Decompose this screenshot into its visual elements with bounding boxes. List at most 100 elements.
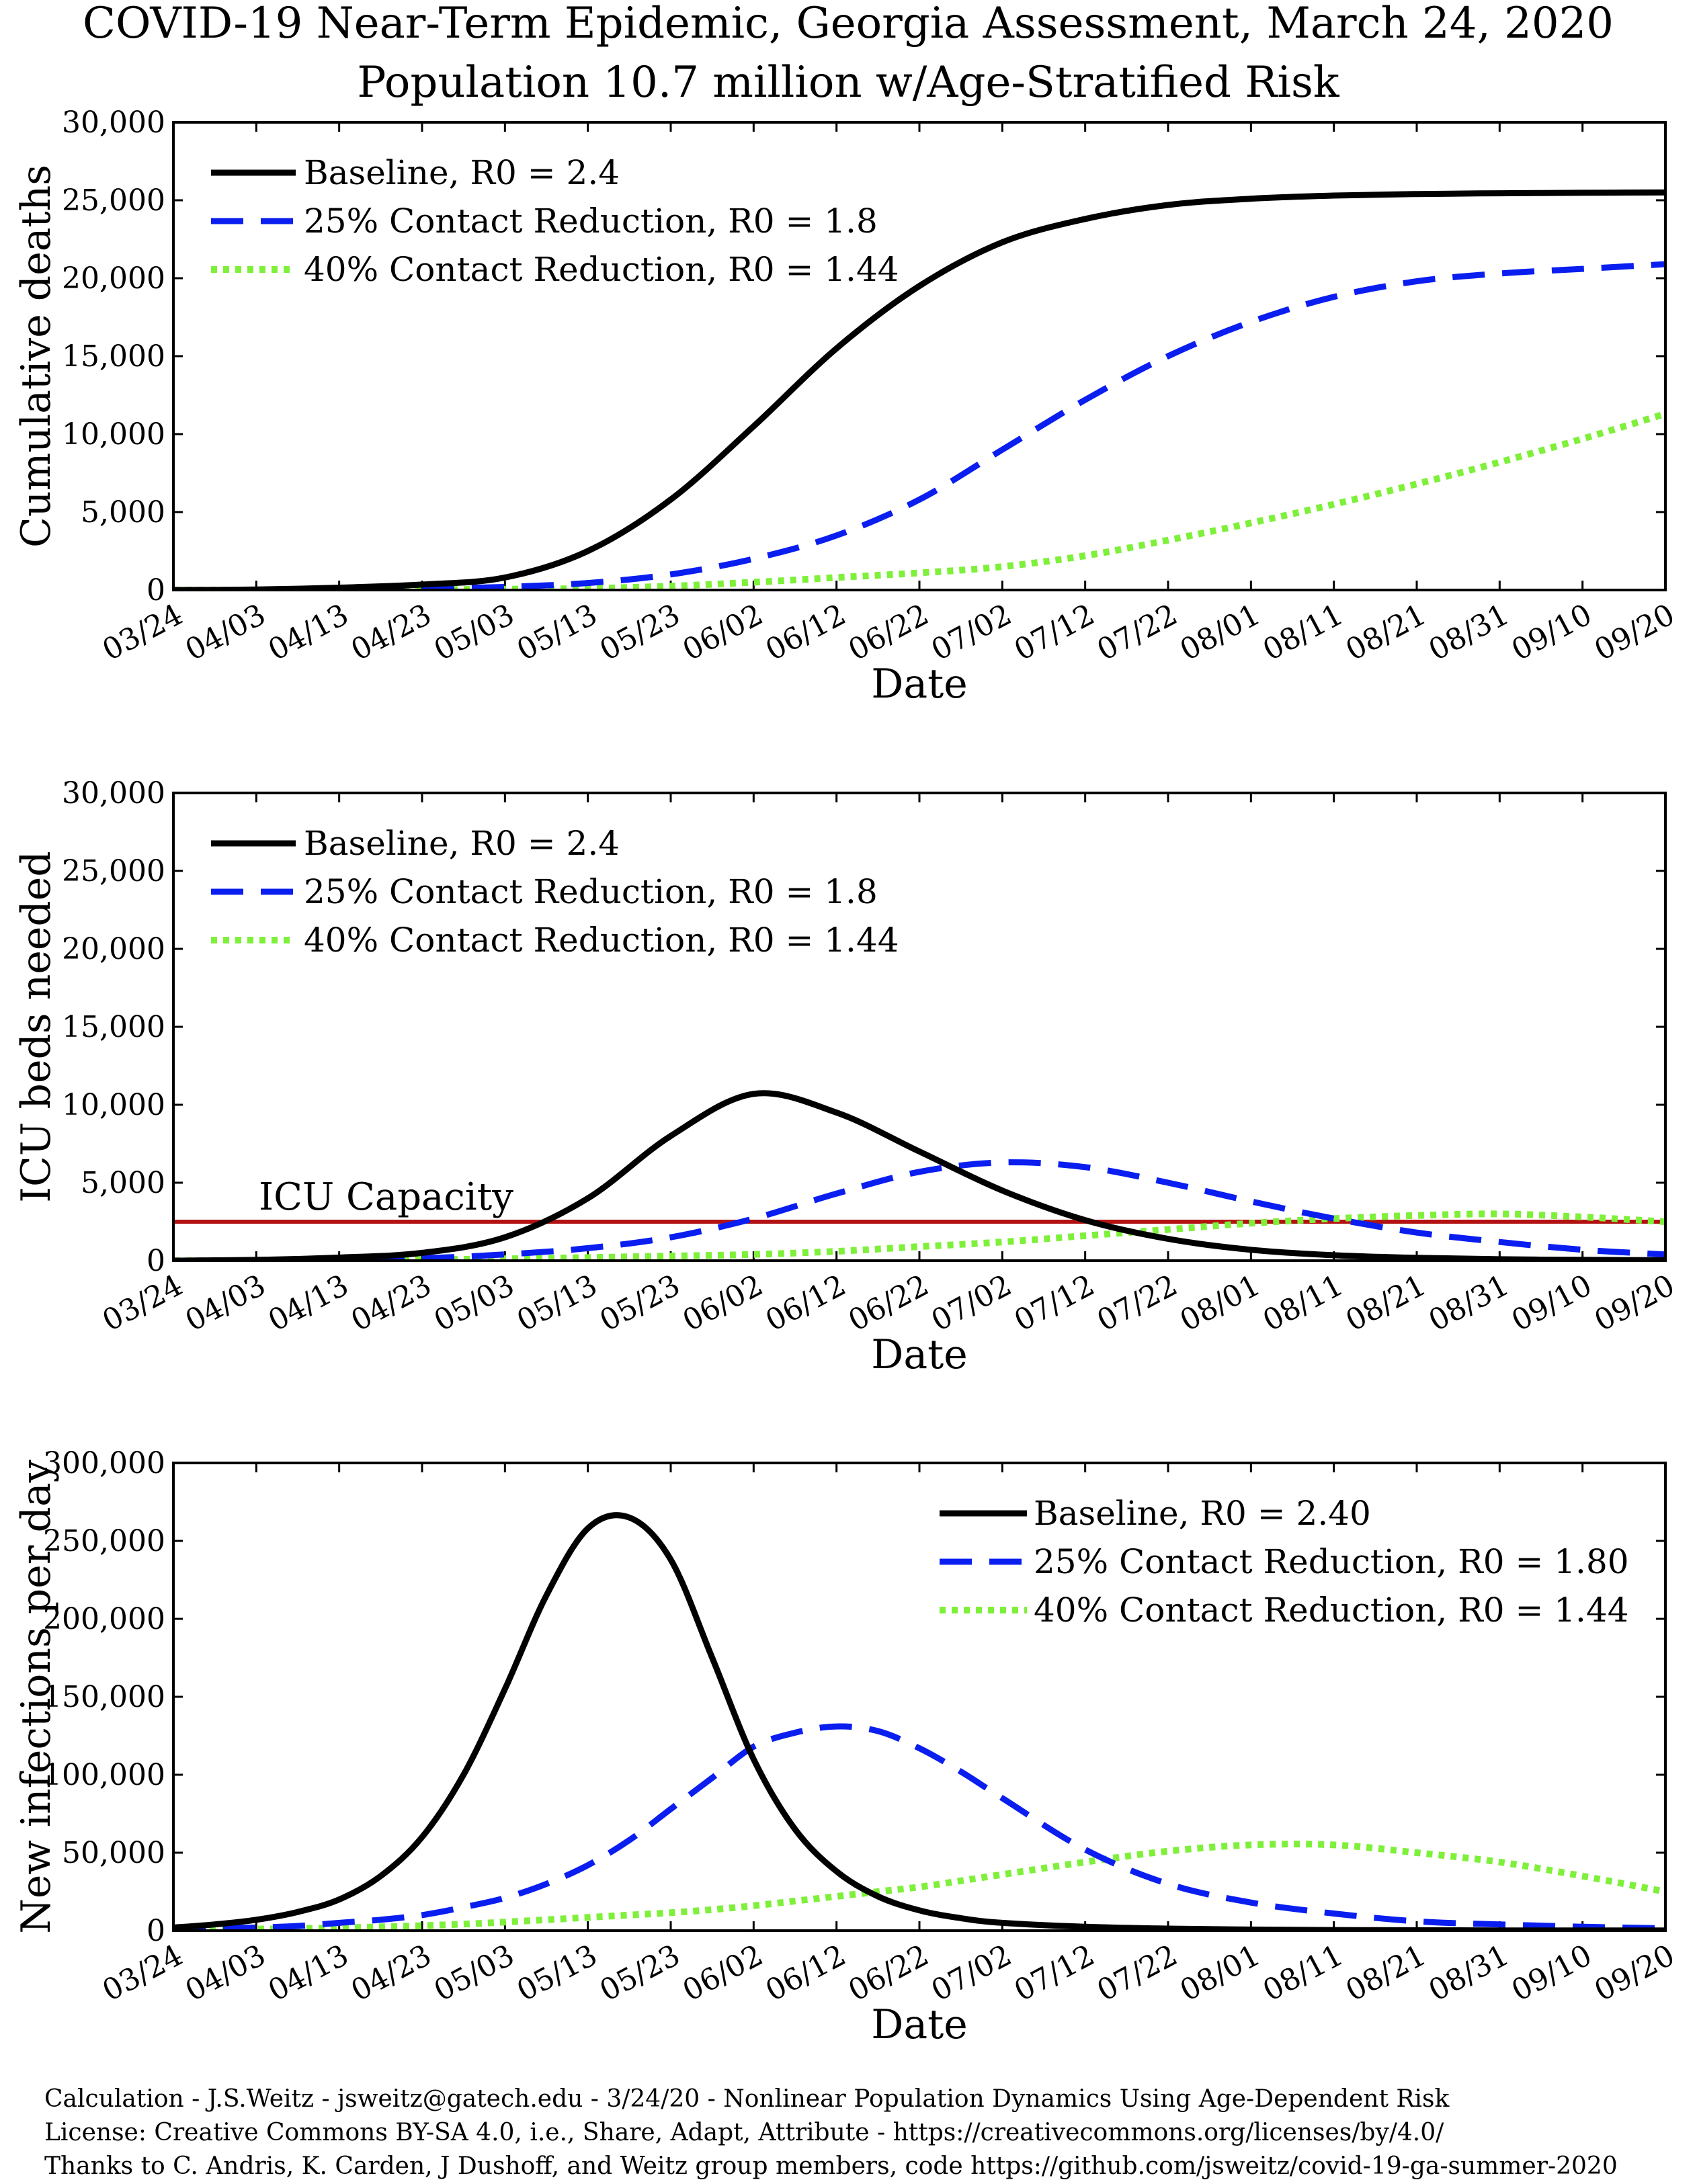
x-tick-label: 03/24 bbox=[97, 1268, 188, 1339]
x-tick-label: 06/02 bbox=[677, 597, 769, 668]
y-axis-label: ICU beds needed bbox=[13, 851, 60, 1202]
footer-thanks-line: Thanks to C. Andris, K. Carden, J Dushof… bbox=[44, 2152, 1618, 2180]
x-tick-label: 04/03 bbox=[180, 1268, 272, 1339]
x-tick-label: 09/20 bbox=[1589, 1268, 1680, 1339]
x-tick-label: 08/31 bbox=[1423, 1268, 1515, 1339]
y-tick-label: 30,000 bbox=[62, 106, 165, 140]
axes-frame bbox=[172, 792, 1667, 1262]
legend-label-reduction25: 25% Contact Reduction, R0 = 1.80 bbox=[1034, 1542, 1629, 1581]
x-tick-label: 07/02 bbox=[926, 1268, 1018, 1339]
x-tick-label: 09/10 bbox=[1506, 1938, 1598, 2009]
y-tick-label: 10,000 bbox=[62, 417, 165, 452]
series-line-baseline bbox=[173, 189, 1665, 590]
plot-area bbox=[173, 1090, 1665, 1261]
x-tick-label: 07/22 bbox=[1091, 597, 1183, 668]
x-tick-label: 08/01 bbox=[1175, 1938, 1266, 2009]
x-tick-label: 04/23 bbox=[345, 1938, 437, 2009]
x-tick-label: 05/03 bbox=[429, 1938, 520, 2009]
cumulative-deaths-panel: 0 5,000 10,000 15,000 20,000 25,000 30,000 03/2… bbox=[13, 106, 1680, 708]
x-tick-label: 07/22 bbox=[1091, 1938, 1183, 2009]
legend-label-reduction25: 25% Contact Reduction, R0 = 1.8 bbox=[304, 872, 878, 911]
x-tick-label: 06/02 bbox=[677, 1938, 769, 2009]
axes-frame bbox=[172, 1462, 1667, 1932]
x-tick-label: 04/13 bbox=[263, 597, 354, 668]
legend-label-reduction25: 25% Contact Reduction, R0 = 1.8 bbox=[304, 202, 878, 241]
x-tick-label: 07/02 bbox=[926, 1938, 1018, 2009]
x-tick-label: 06/12 bbox=[760, 1268, 852, 1339]
y-tick-label: 5,000 bbox=[81, 1166, 165, 1200]
x-tick-label: 06/02 bbox=[677, 1268, 769, 1339]
x-tick-label: 06/22 bbox=[843, 1268, 934, 1339]
x-tick-label: 08/21 bbox=[1340, 1938, 1432, 2009]
x-tick-label: 07/12 bbox=[1009, 1268, 1100, 1339]
x-tick-label: 08/31 bbox=[1423, 597, 1515, 668]
footer-credit-line: Calculation - J.S.Weitz - jsweitz@gatech… bbox=[44, 2085, 1450, 2113]
y-tick-label: 20,000 bbox=[62, 932, 165, 966]
y-tick-label: 25,000 bbox=[62, 183, 165, 218]
icu-beds-panel: 0 5,000 10,000 15,000 20,000 25,000 30,000 03/2… bbox=[13, 776, 1680, 1378]
x-tick-label: 08/11 bbox=[1257, 597, 1349, 668]
y-tick-label: 50,000 bbox=[62, 1836, 165, 1870]
y-tick-label: 30,000 bbox=[62, 776, 165, 810]
x-tick-label: 07/12 bbox=[1009, 1938, 1100, 2009]
x-tick-label: 03/24 bbox=[97, 597, 188, 668]
x-tick-label: 07/02 bbox=[926, 597, 1018, 668]
icu-capacity-label: ICU Capacity bbox=[259, 1175, 513, 1219]
y-tick-label: 150,000 bbox=[43, 1680, 165, 1714]
x-tick-label: 08/21 bbox=[1340, 1268, 1432, 1339]
y-tick-label: 10,000 bbox=[62, 1088, 165, 1122]
x-tick-label: 06/22 bbox=[843, 1938, 934, 2009]
x-axis-label: Date bbox=[871, 2001, 968, 2048]
y-tick-label: 300,000 bbox=[43, 1446, 165, 1480]
x-tick-label: 05/13 bbox=[511, 597, 603, 668]
series-line-baseline bbox=[173, 1090, 1665, 1261]
x-tick-label: 05/13 bbox=[511, 1268, 603, 1339]
x-tick-label: 09/10 bbox=[1506, 1268, 1598, 1339]
y-tick-label: 100,000 bbox=[43, 1758, 165, 1792]
y-tick-label: 0 bbox=[147, 1244, 165, 1278]
figure-title-line1: COVID-19 Near-Term Epidemic, Georgia Ass… bbox=[83, 0, 1614, 48]
x-tick-label: 04/03 bbox=[180, 597, 272, 668]
x-tick-label: 06/22 bbox=[843, 597, 934, 668]
x-tick-label: 07/12 bbox=[1009, 597, 1100, 668]
x-tick-label: 04/03 bbox=[180, 1938, 272, 2009]
x-tick-label: 05/03 bbox=[429, 597, 520, 668]
x-tick-label: 08/01 bbox=[1175, 1268, 1266, 1339]
x-tick-label: 06/12 bbox=[760, 597, 852, 668]
x-tick-label: 04/23 bbox=[345, 1268, 437, 1339]
series-line-reduction25 bbox=[173, 1723, 1665, 1931]
legend-label-reduction40: 40% Contact Reduction, R0 = 1.44 bbox=[304, 250, 899, 289]
y-tick-label: 15,000 bbox=[62, 339, 165, 374]
x-tick-label: 05/23 bbox=[594, 1268, 686, 1339]
x-axis-label: Date bbox=[871, 1331, 968, 1378]
x-tick-label: 05/23 bbox=[594, 1938, 686, 2009]
x-tick-label: 08/21 bbox=[1340, 597, 1432, 668]
x-tick-label: 09/20 bbox=[1589, 597, 1680, 668]
x-tick-label: 09/20 bbox=[1589, 1938, 1680, 2009]
y-tick-label: 5,000 bbox=[81, 495, 165, 530]
y-tick-label: 200,000 bbox=[43, 1602, 165, 1636]
new-infections-panel: 0 50,000 100,000 150,000 200,000 250,000 300,0… bbox=[13, 1446, 1680, 2048]
x-axis-label: Date bbox=[871, 661, 968, 708]
footer-license-line: License: Creative Commons BY-SA 4.0, i.e… bbox=[44, 2119, 1444, 2146]
x-tick-label: 05/03 bbox=[429, 1268, 520, 1339]
x-tick-label: 09/10 bbox=[1506, 597, 1598, 668]
figure-title-line2: Population 10.7 million w/Age-Stratified… bbox=[357, 58, 1340, 108]
legend-label-baseline: Baseline, R0 = 2.4 bbox=[304, 824, 620, 863]
series-line-reduction25 bbox=[173, 261, 1665, 590]
y-axis-label: Cumulative deaths bbox=[13, 165, 60, 548]
x-tick-label: 07/22 bbox=[1091, 1268, 1183, 1339]
legend-label-baseline: Baseline, R0 = 2.40 bbox=[1034, 1494, 1371, 1533]
x-tick-label: 05/23 bbox=[594, 597, 686, 668]
axes-frame bbox=[172, 121, 1667, 591]
y-tick-label: 15,000 bbox=[62, 1010, 165, 1044]
x-tick-label: 04/23 bbox=[345, 597, 437, 668]
series-line-reduction25 bbox=[173, 1159, 1665, 1261]
y-tick-label: 25,000 bbox=[62, 854, 165, 888]
legend-label-reduction40: 40% Contact Reduction, R0 = 1.44 bbox=[304, 921, 899, 960]
x-tick-label: 08/31 bbox=[1423, 1938, 1515, 2009]
legend-label-reduction40: 40% Contact Reduction, R0 = 1.44 bbox=[1034, 1591, 1629, 1630]
x-tick-label: 04/13 bbox=[263, 1268, 354, 1339]
x-tick-label: 08/11 bbox=[1257, 1938, 1349, 2009]
